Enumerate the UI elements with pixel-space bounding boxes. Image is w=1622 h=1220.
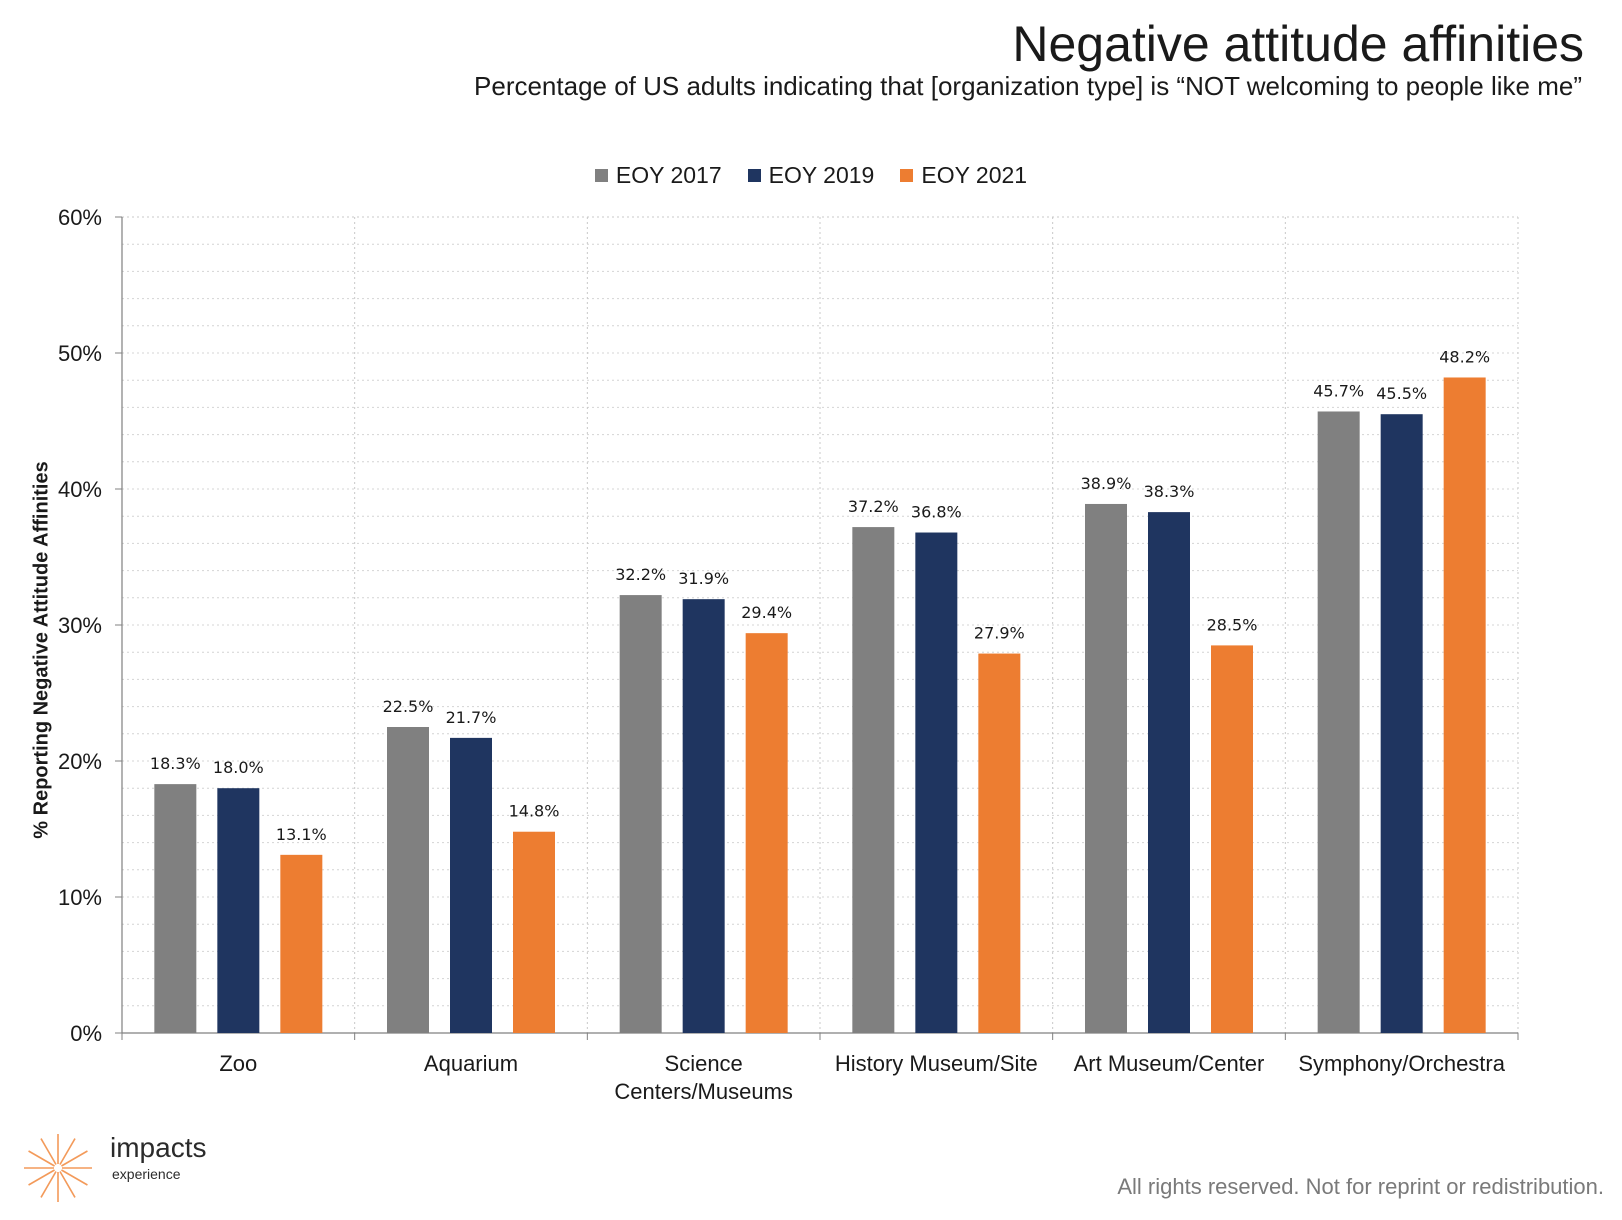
bar	[1085, 503, 1127, 1034]
data-label: 18.3%	[150, 754, 201, 773]
x-tick-label: Zoo	[219, 1051, 257, 1076]
bar	[1148, 512, 1190, 1033]
y-tick-label: 0%	[70, 1021, 102, 1046]
bar	[1317, 411, 1360, 1034]
bar	[745, 633, 788, 1033]
legend-item-0: EOY 2017	[594, 160, 722, 190]
bar	[978, 653, 1021, 1033]
data-label: 38.9%	[1081, 474, 1132, 493]
logo-subtitle: experience	[112, 1166, 181, 1182]
bar	[1380, 414, 1423, 1033]
data-label: 27.9%	[974, 624, 1025, 643]
x-tick-label: Science	[665, 1051, 743, 1076]
bar	[1443, 377, 1486, 1034]
sunburst-logo-icon	[24, 1134, 92, 1202]
logo-ray	[59, 1171, 76, 1198]
legend-swatch-0	[594, 168, 608, 182]
legend-label-1: EOY 2019	[768, 162, 875, 188]
logo-wordmark: impacts	[110, 1132, 207, 1163]
logo-ray	[59, 1138, 76, 1165]
chart-subtitle: Percentage of US adults indicating that …	[474, 71, 1582, 101]
legend-swatch-1	[747, 168, 761, 182]
data-label: 45.7%	[1313, 381, 1364, 400]
logo-ray	[61, 1150, 88, 1167]
bar	[387, 727, 429, 1033]
bar	[915, 532, 958, 1033]
y-tick-label: 10%	[58, 885, 102, 910]
x-tick-label: History Museum/Site	[835, 1051, 1038, 1076]
logo: impacts experience	[22, 1128, 242, 1208]
logo-ray	[61, 1169, 88, 1186]
data-label: 18.0%	[213, 758, 264, 777]
data-label: 37.2%	[848, 497, 899, 516]
legend: EOY 2017 EOY 2019 EOY 2021	[0, 160, 1622, 190]
y-tick-label: 30%	[58, 613, 102, 638]
x-tick-label: Symphony/Orchestra	[1298, 1051, 1505, 1076]
legend-label-2: EOY 2021	[921, 162, 1028, 188]
copyright-notice: All rights reserved. Not for reprint or …	[1117, 1174, 1604, 1199]
logo-ray	[28, 1169, 55, 1186]
y-tick-label: 60%	[58, 205, 102, 230]
data-label: 36.8%	[911, 503, 962, 522]
data-label: 21.7%	[446, 708, 497, 727]
logo-ray	[40, 1138, 57, 1165]
chart-title: Negative attitude affinities	[1012, 16, 1584, 72]
bar	[513, 831, 555, 1033]
y-tick-label: 50%	[58, 341, 102, 366]
legend-swatch-2	[900, 168, 914, 182]
legend-label-0: EOY 2017	[615, 162, 722, 188]
bar	[852, 527, 895, 1033]
legend-item-2: EOY 2021	[900, 160, 1027, 190]
data-label: 22.5%	[383, 697, 434, 716]
data-label: 48.2%	[1439, 347, 1490, 366]
data-label: 13.1%	[276, 825, 327, 844]
bar	[450, 737, 492, 1033]
data-label: 14.8%	[509, 802, 560, 821]
y-tick-label: 40%	[58, 477, 102, 502]
bar	[217, 788, 260, 1033]
data-label: 31.9%	[678, 569, 729, 588]
x-tick-label: Centers/Museums	[614, 1079, 793, 1104]
x-tick-label: Art Museum/Center	[1074, 1051, 1265, 1076]
data-label: 45.5%	[1376, 384, 1427, 403]
bar	[682, 599, 725, 1033]
bar	[154, 784, 197, 1033]
data-label: 38.3%	[1144, 482, 1195, 501]
x-tick-label: Aquarium	[424, 1051, 518, 1076]
data-label: 29.4%	[741, 603, 792, 622]
legend-item-1: EOY 2019	[747, 160, 875, 190]
bar	[280, 854, 323, 1033]
bar	[1211, 645, 1253, 1033]
logo-ray	[28, 1150, 55, 1167]
data-label: 28.5%	[1207, 615, 1258, 634]
logo-ray	[40, 1171, 57, 1198]
y-axis-label: % Reporting Negative Attitude Affinities	[30, 461, 53, 839]
bar	[619, 595, 662, 1033]
y-tick-label: 20%	[58, 749, 102, 774]
data-label: 32.2%	[615, 565, 666, 584]
